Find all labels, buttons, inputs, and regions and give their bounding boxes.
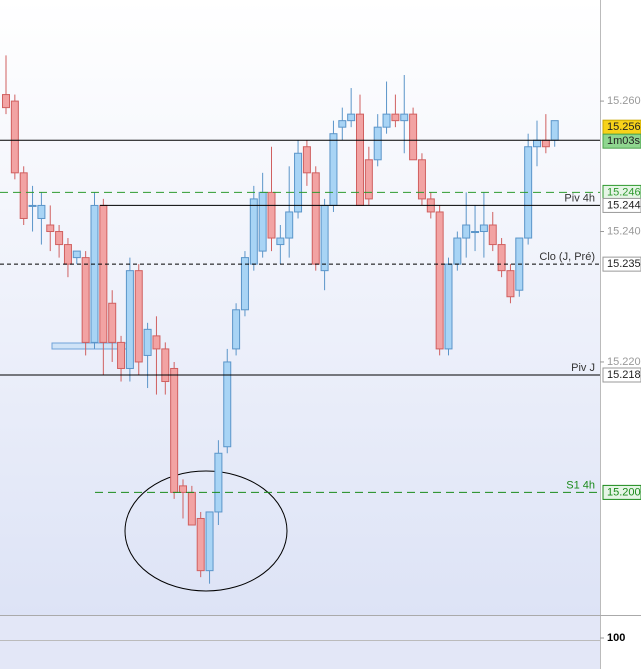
level-name: Piv J [571, 362, 595, 374]
level-name: Clo (J, Pré) [539, 251, 595, 263]
candle-body [285, 211, 294, 239]
candle-body [417, 159, 426, 200]
candle-body [108, 302, 117, 343]
plot-background [0, 0, 600, 615]
candle-body [533, 139, 541, 148]
candle-body [99, 204, 108, 343]
candle-body [320, 204, 329, 272]
annotation-ellipse [124, 470, 288, 592]
last-price-label: 15.256 [607, 121, 641, 133]
candle-body [19, 172, 28, 219]
candle-body [391, 113, 400, 122]
candle-body [373, 126, 382, 161]
candle-body [462, 224, 471, 239]
candle-body [435, 211, 444, 350]
candle-body [63, 244, 72, 265]
candle-body [267, 191, 276, 239]
level-badge [602, 256, 641, 272]
level-value-label: 15.200 [607, 486, 641, 498]
candle-body [81, 257, 90, 343]
candle-body [143, 328, 152, 356]
level-value-label: 15.235 [607, 258, 641, 270]
candle-body [453, 237, 462, 265]
candle-body [2, 94, 10, 109]
candle-body [249, 198, 258, 265]
candle-body [232, 309, 241, 350]
candle-body [444, 263, 453, 350]
candle-body [134, 270, 143, 363]
candle-body [72, 250, 81, 259]
candle-body [205, 511, 214, 572]
candle-body [409, 113, 418, 161]
lower-tick-label: 100 [607, 632, 625, 644]
candle-body [152, 335, 161, 350]
candle-body [479, 224, 488, 233]
candle-body [117, 341, 126, 369]
candle-body [471, 231, 480, 234]
candle-body [302, 146, 311, 174]
candle-body [382, 113, 391, 128]
candle-body [28, 204, 37, 207]
candle-body [400, 113, 409, 122]
candle-body [223, 361, 232, 448]
candle-body [506, 270, 515, 298]
level-value-label: 15.244 [607, 199, 641, 211]
y-tick-label: 15.220 [607, 356, 641, 368]
candle-body [311, 172, 320, 265]
candle-body [356, 113, 364, 206]
candle-body [55, 231, 64, 246]
candle-body [329, 133, 338, 206]
candle-body [276, 237, 285, 246]
level-name: S1 4h [566, 479, 595, 491]
candle-body [338, 120, 347, 128]
candle-body [161, 348, 170, 383]
candle-body [550, 120, 559, 141]
lower-panel [0, 616, 600, 669]
candle-body [10, 100, 19, 174]
timer-badge [602, 133, 641, 149]
candle-body [364, 159, 373, 200]
level-value-label: 15.218 [607, 369, 641, 381]
candle-body [488, 224, 497, 246]
candle-body [90, 204, 99, 343]
candle-body [196, 517, 205, 572]
level-name: Piv 4h [564, 192, 595, 204]
y-tick-label: 15.260 [607, 95, 641, 107]
level-value-label: 15.246 [607, 186, 641, 198]
candle-body [179, 485, 187, 493]
level-badge [602, 197, 641, 213]
timer-label: 1m03s [607, 135, 641, 147]
candle-body [541, 139, 550, 148]
candle-body [125, 270, 134, 369]
level-badge [602, 367, 641, 383]
y-tick-label: 15.240 [607, 225, 641, 237]
candle-body [37, 204, 46, 219]
level-badge [602, 484, 641, 500]
candle-body [258, 191, 267, 252]
candle-body [240, 257, 249, 311]
candle-body [497, 244, 506, 272]
candle-body [347, 113, 356, 122]
candle-body [187, 491, 196, 526]
candle-body [170, 367, 179, 493]
candle-body [294, 152, 303, 213]
candle-body [46, 224, 55, 233]
candle-body [214, 452, 223, 513]
